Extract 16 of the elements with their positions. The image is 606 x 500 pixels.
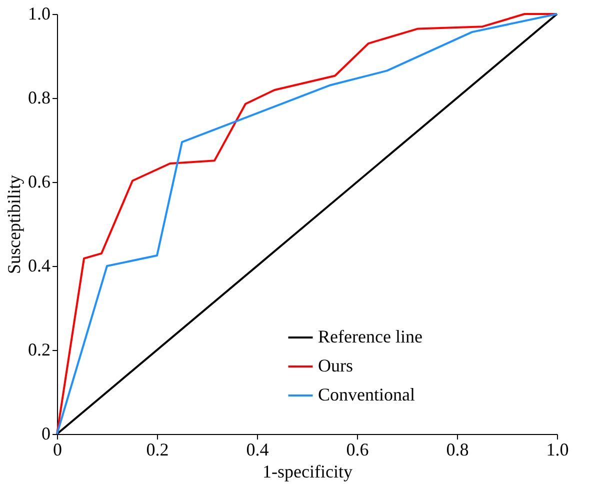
x-tick-label: 0.8 <box>446 440 469 460</box>
y-tick-label: 0.4 <box>28 256 50 276</box>
y-tick-label: 0.8 <box>28 88 50 108</box>
x-tick-label: 0.6 <box>346 440 369 460</box>
y-tick-label: 0 <box>42 424 50 444</box>
x-tick-label: 0.2 <box>146 440 169 460</box>
legend-label: Ours <box>318 356 353 376</box>
y-tick-label: 0.6 <box>28 172 50 192</box>
x-axis-title: 1-specificity <box>262 462 352 482</box>
y-tick-label: 1.0 <box>28 4 50 24</box>
x-tick-label: 1.0 <box>546 440 569 460</box>
y-tick-label: 0.2 <box>28 340 50 360</box>
legend-label: Reference line <box>318 326 422 346</box>
y-axis-title: Susceptibility <box>4 175 24 274</box>
x-tick-label: 0.4 <box>246 440 269 460</box>
legend-label: Conventional <box>318 384 415 404</box>
